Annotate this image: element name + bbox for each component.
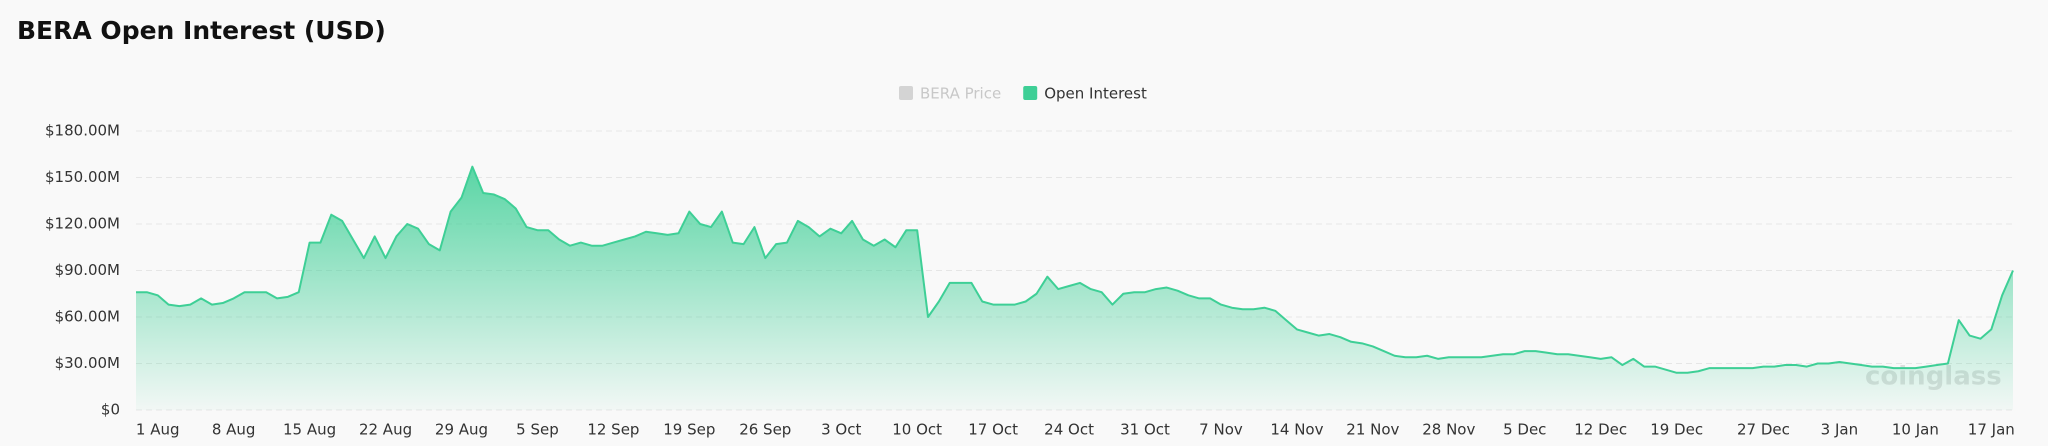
legend-swatch[interactable] [899,86,913,100]
y-tick-label: $60.00M [55,308,120,326]
x-tick-label: 5 Dec [1503,421,1546,439]
chart-title: BERA Open Interest (USD) [17,16,386,45]
x-tick-label: 14 Nov [1270,421,1323,439]
x-tick-label: 28 Nov [1422,421,1475,439]
x-tick-label: 1 Aug [136,421,180,439]
area-fill [136,166,2013,410]
x-tick-label: 7 Nov [1199,421,1243,439]
x-tick-label: 3 Oct [821,421,861,439]
y-tick-label: $150.00M [45,168,120,186]
x-tick-label: 12 Sep [587,421,639,439]
x-tick-label: 5 Sep [516,421,559,439]
x-tick-label: 17 Oct [968,421,1018,439]
x-tick-label: 17 Jan [1968,421,2015,439]
y-tick-label: $30.00M [55,354,120,372]
x-tick-label: 8 Aug [212,421,256,439]
legend-swatch[interactable] [1023,86,1038,100]
y-tick-label: $0 [101,401,120,419]
x-tick-label: 29 Aug [435,421,488,439]
x-tick-label: 3 Jan [1821,421,1858,439]
x-tick-label: 26 Sep [739,421,791,439]
x-tick-label: 10 Oct [892,421,942,439]
x-tick-label: 24 Oct [1044,421,1094,439]
x-tick-label: 27 Dec [1737,421,1790,439]
x-tick-label: 19 Dec [1650,421,1703,439]
line [136,165,2014,374]
x-tick-label: 22 Aug [359,421,412,439]
legend-label[interactable]: Open Interest [1044,85,1147,103]
legend-label[interactable]: BERA Price [920,85,1001,103]
x-tick-label: 10 Jan [1892,421,1939,439]
y-tick-label: $120.00M [45,215,120,233]
x-tick-label: 31 Oct [1120,421,1170,439]
x-tick-label: 19 Sep [663,421,715,439]
y-tick-label: $180.00M [45,122,120,140]
x-tick-label: 21 Nov [1346,421,1399,439]
x-tick-label: 15 Aug [283,421,336,439]
x-tick-label: 12 Dec [1574,421,1627,439]
y-tick-label: $90.00M [55,261,120,279]
